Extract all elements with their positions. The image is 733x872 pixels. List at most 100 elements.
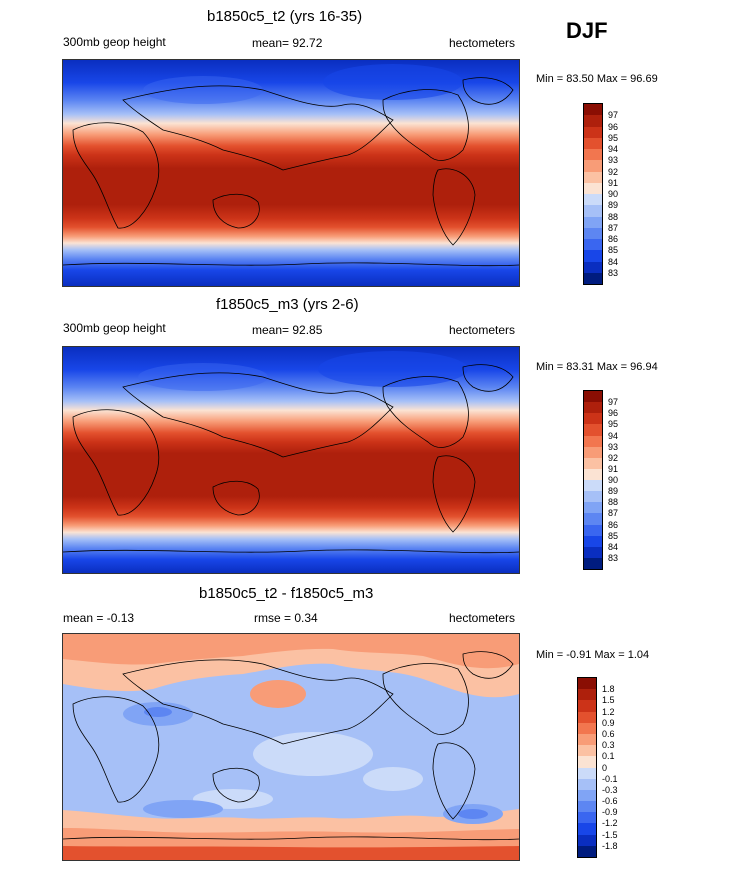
- panel-2-colorbar-swatch: [584, 546, 602, 558]
- panel-2-coastlines: [63, 364, 519, 554]
- panel-2-variable: 300mb geop height: [63, 321, 166, 335]
- panel-2-colorbar-swatch: [584, 391, 602, 403]
- panel-3-colorbar-label: -1.5: [602, 829, 618, 840]
- panel-2-colorbar-label: 84: [608, 541, 619, 552]
- panel-3-minmax: Min = -0.91 Max = 1.04: [536, 649, 650, 661]
- panel-2-colorbar-swatch: [584, 424, 602, 436]
- panel-1-colorbar-label: 94: [608, 144, 619, 154]
- panel-2-colorbar-swatch: [584, 491, 602, 503]
- panel-2-colorbar-label: 97: [608, 397, 619, 408]
- panel-2-units: hectometers: [449, 323, 516, 337]
- panel-3-colorbar-label: 1.5: [602, 695, 615, 706]
- panel-1-coastlines: [63, 77, 519, 267]
- panel-2-colorbar-swatch: [584, 468, 602, 480]
- panel-2-colorbar-swatch: [584, 457, 602, 469]
- panel-1-units: hectometers: [449, 36, 516, 50]
- panel-2-colorbar-label: 96: [608, 408, 619, 419]
- panel-2-map: [62, 346, 520, 574]
- panel-1-colorbar-label: 85: [608, 245, 619, 256]
- panel-1-mean: mean= 92.72: [252, 36, 323, 50]
- panel-2-colorbar-label: 94: [608, 430, 619, 441]
- panel-3-colorbar-swatch: [578, 834, 596, 846]
- panel-3-colorbar-label: 1.8: [602, 684, 615, 695]
- panel-3-colorbar: 1.8 1.5 1.2 0.9 0.6 0.3 0.1 0 -0.1 -0.3 …: [577, 677, 618, 858]
- panel-1-colorbar-swatch: [584, 160, 602, 172]
- panel-1-colorbar-label: 92: [608, 166, 619, 177]
- panel-1-colorbar-label: 83: [608, 267, 619, 278]
- panel-1-colorbar-swatch: [584, 194, 602, 206]
- panel-1-colorbar-label: 96: [608, 121, 619, 132]
- panel-1-colorbar-swatch: [584, 216, 602, 228]
- panel-1-colorbar-label: 86: [608, 234, 619, 244]
- panel-3-colorbar-swatch: [578, 823, 596, 835]
- panel-2-title: f1850c5_m3 (yrs 2-6): [216, 296, 359, 313]
- panel-3-colorbar-label: 0.3: [602, 740, 615, 751]
- panel-2-colorbar-label: 92: [608, 452, 619, 463]
- panel-1-field: [63, 60, 519, 286]
- panel-1-colorbar-label: 95: [608, 132, 619, 143]
- panel-2-minmax: Min = 83.31 Max = 96.94: [536, 361, 658, 373]
- panel-1-colorbar-swatch: [584, 239, 602, 251]
- panel-2-colorbar-swatch: [584, 557, 602, 569]
- panel-2-colorbar-swatch: [584, 402, 602, 414]
- panel-1-colorbar-label: 89: [608, 200, 619, 211]
- panel-3-colorbar-label: -0.6: [602, 796, 618, 807]
- panel-1-colorbar-swatch: [584, 115, 602, 127]
- panel-1-colorbar-label: 91: [608, 177, 619, 188]
- panel-1-colorbar-swatch: [584, 250, 602, 262]
- panel-1-colorbar-label: 97: [608, 110, 619, 121]
- panel-3-colorbar-label: 0.9: [602, 717, 615, 728]
- panel-3-colorbar-swatch: [578, 812, 596, 824]
- panel-3-units: hectometers: [449, 611, 516, 625]
- panel-2-colorbar-label: 86: [608, 519, 619, 530]
- panel-2-colorbar: 97 96 95 94 93 92 91 90 89 88 87 86 85 8…: [583, 390, 618, 570]
- panel-1-colorbar-label: 87: [608, 222, 619, 233]
- panel-1-colorbar-label: 84: [608, 256, 619, 267]
- season-label: DJF: [566, 18, 608, 43]
- panel-1-colorbar-swatch: [584, 227, 602, 239]
- panel-2-colorbar-swatch: [584, 446, 602, 458]
- panel-3-colorbar-label: 0.6: [602, 728, 615, 739]
- panel-3-colorbar-swatch: [578, 722, 596, 734]
- panel-2-colorbar-label: 91: [608, 463, 619, 474]
- panel-1-colorbar-label: 90: [608, 189, 619, 199]
- panel-2-colorbar-label: 93: [608, 441, 619, 452]
- panel-2-colorbar-label: 87: [608, 508, 619, 519]
- panel-2-mean: mean= 92.85: [252, 323, 323, 337]
- panel-1-variable: 300mb geop height: [63, 35, 166, 49]
- panel-2-colorbar-label: 95: [608, 419, 619, 430]
- panel-3-colorbar-label: 0.1: [602, 751, 615, 762]
- panel-1-colorbar-swatch: [584, 137, 602, 149]
- panel-2-colorbar-swatch: [584, 480, 602, 492]
- panel-3-colorbar-swatch: [578, 700, 596, 712]
- panel-2-colorbar-swatch: [584, 524, 602, 536]
- panel-2-colorbar-label: 88: [608, 497, 619, 508]
- panel-1-colorbar: 97 96 95 94 93 92 91 90 89 88 87 86 85 8…: [583, 103, 618, 285]
- panel-1-colorbar-swatch: [584, 272, 602, 284]
- panel-3-colorbar-label: 0: [602, 762, 608, 773]
- panel-3-colorbar-swatch: [578, 778, 596, 790]
- panel-1-colorbar-swatch: [584, 104, 602, 116]
- panel-1-colorbar-swatch: [584, 126, 602, 138]
- panel-3-mean: mean = -0.13: [63, 611, 135, 625]
- panel-3-colorbar-swatch: [578, 689, 596, 701]
- panel-2-colorbar-swatch: [584, 413, 602, 425]
- panel-3-colorbar-swatch: [578, 801, 596, 813]
- panel-3-colorbar-swatch: [578, 845, 596, 857]
- panel-3-colorbar-swatch: [578, 756, 596, 768]
- panel-2-colorbar-swatch: [584, 535, 602, 547]
- panel-2-field: [63, 347, 519, 573]
- panel-3-colorbar-label: -0.3: [602, 784, 618, 795]
- panel-1-colorbar-swatch: [584, 149, 602, 161]
- panel-1-colorbar-swatch: [584, 205, 602, 217]
- panel-1-minmax: Min = 83.50 Max = 96.69: [536, 73, 658, 85]
- panel-2-colorbar-label: 90: [608, 475, 619, 485]
- panel-3-coastlines: [63, 651, 519, 841]
- panel-3-colorbar-label: -0.9: [602, 807, 618, 818]
- panel-1-map: [62, 59, 520, 287]
- panel-1-colorbar-swatch: [584, 182, 602, 194]
- panel-3-colorbar-swatch: [578, 745, 596, 757]
- panel-2-colorbar-label: 89: [608, 486, 619, 497]
- panel-2-colorbar-swatch: [584, 513, 602, 525]
- panel-3-rmse: rmse = 0.34: [254, 611, 318, 625]
